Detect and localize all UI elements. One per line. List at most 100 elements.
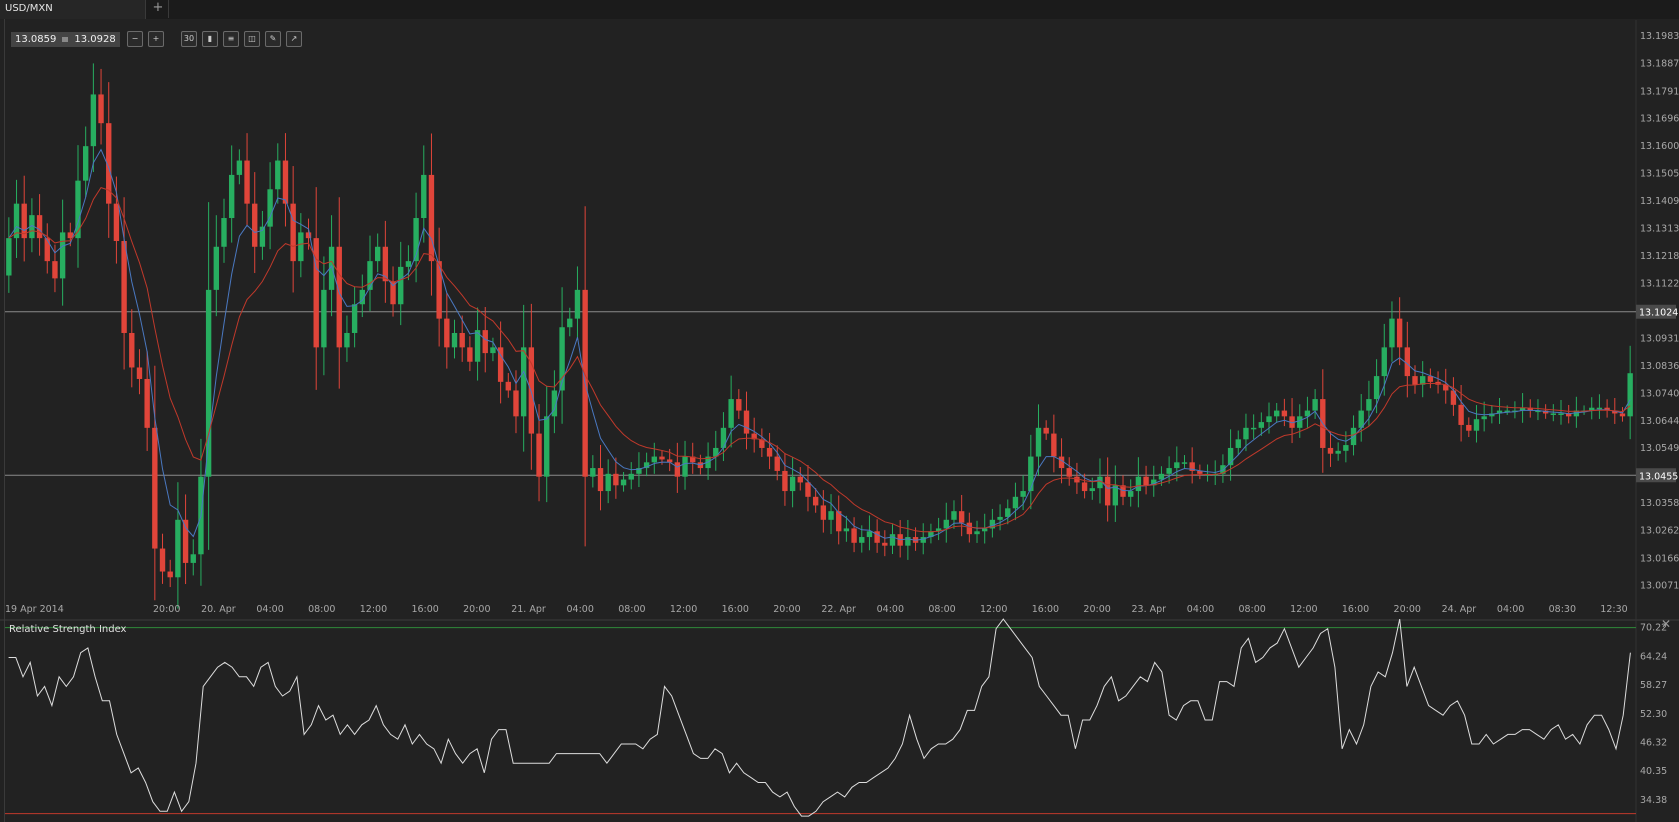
candle-body	[1396, 318, 1403, 348]
candle-body	[1427, 376, 1434, 382]
x-tick-label: 22. Apr	[821, 604, 856, 615]
candle-body	[759, 439, 765, 448]
candle-body	[459, 332, 465, 348]
candle-body	[344, 332, 350, 348]
separator-icon	[62, 37, 69, 42]
zoom-in-icon[interactable]: +	[148, 31, 164, 47]
ma-fast-line	[8, 148, 1631, 541]
candle-body	[812, 496, 819, 506]
candle-body	[1074, 476, 1080, 483]
candle-body	[1128, 491, 1134, 497]
candle-body	[982, 528, 988, 532]
candle-body	[1327, 447, 1334, 454]
x-tick-label: 24. Apr	[1442, 604, 1477, 615]
candle-body	[236, 160, 243, 175]
candle-body	[106, 123, 112, 204]
level-label: 13.0455	[1639, 471, 1678, 482]
candle-body	[567, 318, 573, 328]
candle-body	[1151, 479, 1157, 486]
x-tick-label: 04:00	[567, 604, 594, 615]
candle-body	[905, 537, 911, 546]
candle-body	[636, 468, 642, 474]
chart-area[interactable]	[4, 19, 1638, 822]
candle-body	[1481, 416, 1487, 420]
candle-body	[1404, 347, 1411, 377]
candle-body	[628, 473, 634, 480]
annotate-icon[interactable]: ↗	[286, 31, 302, 47]
indicators-icon[interactable]: ≡	[223, 31, 239, 47]
candle-body	[782, 470, 788, 492]
candle-body	[451, 332, 458, 348]
candle-body	[1297, 416, 1303, 428]
candle-body	[1550, 413, 1557, 415]
candle-body	[413, 218, 419, 262]
candle-body	[859, 537, 865, 543]
candle-body	[1274, 410, 1280, 417]
candle-body	[1466, 424, 1472, 431]
y-tick-label: 13.1887	[1640, 59, 1679, 70]
y-tick-label: 13.1313	[1640, 224, 1679, 235]
candle-body	[205, 289, 212, 477]
candle-body	[313, 238, 319, 348]
candle-body	[943, 519, 949, 529]
candle-body	[1143, 476, 1149, 486]
candle-body	[551, 390, 558, 417]
candle-body	[1450, 390, 1457, 405]
candle-body	[13, 203, 20, 239]
candle-body	[751, 433, 757, 440]
rsi-title: Relative Strength Index	[9, 624, 127, 635]
x-tick-label: 16:00	[411, 604, 438, 615]
candle-body	[497, 347, 504, 382]
tab-bar: USD/MXN +	[0, 0, 1679, 19]
x-tick-label: 12:30	[1600, 604, 1627, 615]
candle-body	[720, 427, 727, 448]
candle-body	[1227, 447, 1234, 466]
candle-body	[1527, 407, 1533, 411]
candle-body	[989, 519, 996, 529]
candle-body	[1289, 416, 1295, 428]
candles-icon[interactable]: ▮	[202, 31, 218, 47]
bid-price: 13.0859	[15, 34, 57, 45]
candle-body	[874, 531, 880, 543]
candle-body	[136, 367, 143, 379]
tab-usd-mxn[interactable]: USD/MXN	[0, 0, 146, 19]
candle-body	[1235, 439, 1241, 448]
draw-icon[interactable]: ✎	[265, 31, 281, 47]
add-tab-button[interactable]: +	[148, 0, 169, 18]
ma-slow-line	[8, 187, 1631, 533]
ask-price: 13.0928	[74, 34, 116, 45]
candle-body	[544, 416, 550, 477]
x-tick-label: 20:00	[1394, 604, 1421, 615]
candle-body	[851, 528, 857, 543]
candle-body	[1473, 419, 1480, 431]
timeframe-icon[interactable]: 30	[181, 31, 197, 47]
candle-body	[1112, 485, 1119, 506]
candle-body	[743, 410, 750, 434]
candle-body	[1158, 473, 1165, 480]
x-tick-label: 20. Apr	[201, 604, 236, 615]
candle-body	[1166, 468, 1172, 474]
candle-body	[728, 399, 734, 428]
x-tick-label: 16:00	[1032, 604, 1059, 615]
candle-body	[52, 261, 58, 279]
rsi-tick-label: 64.24	[1640, 651, 1667, 662]
close-icon[interactable]: ✕	[1661, 617, 1672, 631]
candle-body	[843, 528, 850, 532]
templates-icon[interactable]: ◫	[244, 31, 260, 47]
y-tick-label: 13.1600	[1640, 141, 1679, 152]
candle-body	[651, 456, 657, 463]
candle-body	[1243, 427, 1249, 440]
candle-body	[390, 281, 396, 305]
candle-body	[620, 479, 627, 486]
candle-body	[75, 180, 81, 239]
zoom-out-icon[interactable]: −	[127, 31, 143, 47]
candle-body	[275, 160, 281, 190]
candle-body	[1020, 491, 1026, 497]
candle-body	[152, 427, 158, 549]
x-tick-label: 12:00	[1290, 604, 1317, 615]
candle-body	[882, 542, 888, 546]
candle-body	[559, 327, 565, 391]
x-tick-label: 20:00	[1083, 604, 1110, 615]
candle-body	[382, 246, 389, 282]
